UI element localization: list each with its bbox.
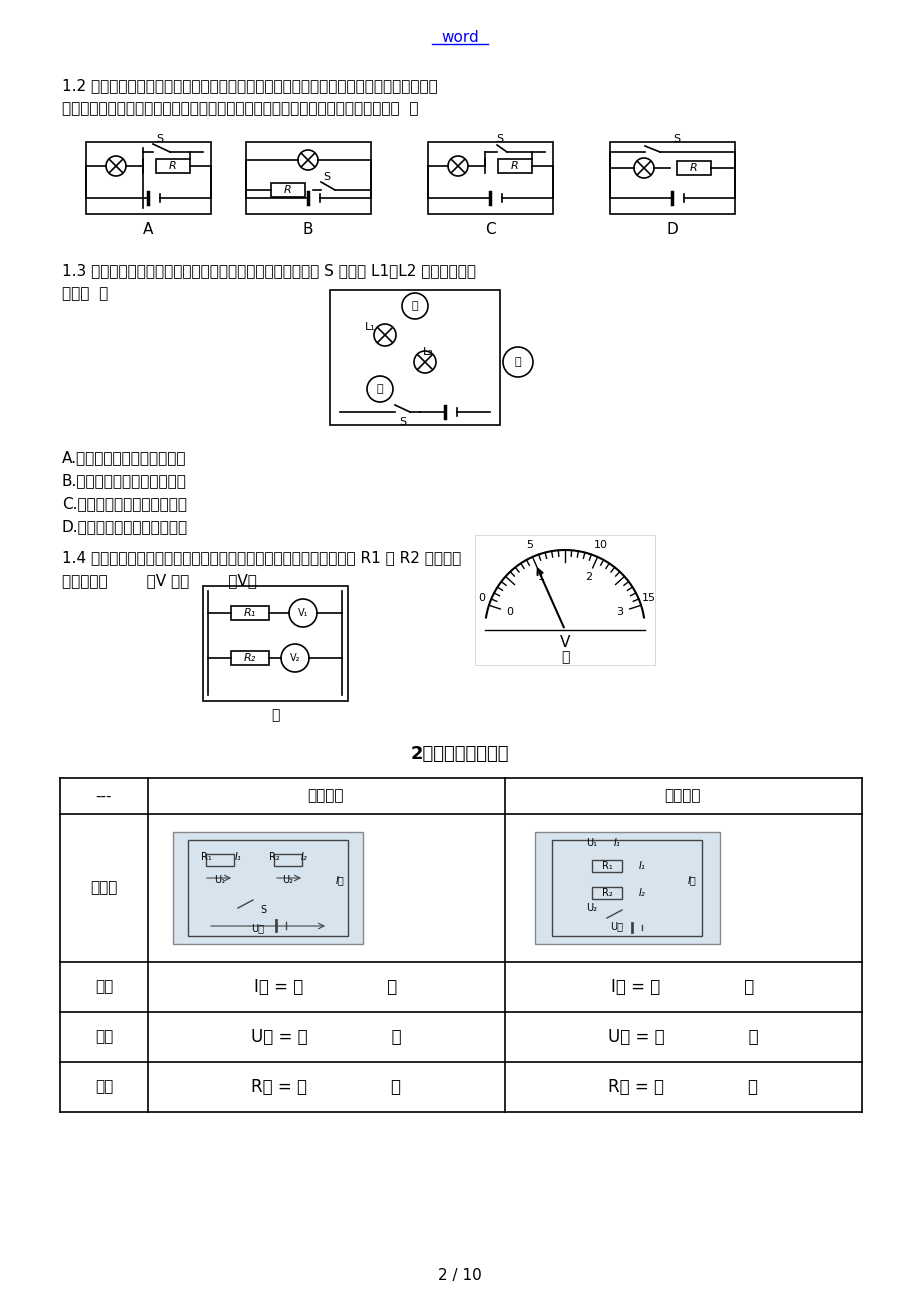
Text: 0: 0 — [477, 592, 484, 603]
Text: I总: I总 — [686, 875, 696, 885]
Bar — [173, 832, 363, 944]
Text: D.乙是电压表，甲丙是电流表: D.乙是电压表，甲丙是电流表 — [62, 519, 187, 534]
Text: R₁: R₁ — [244, 608, 255, 618]
Text: S: S — [673, 134, 680, 145]
Text: R: R — [284, 185, 291, 195]
Text: word: word — [440, 30, 479, 46]
Bar — [187, 840, 347, 936]
Bar — [231, 605, 268, 620]
Text: 2: 2 — [584, 572, 592, 582]
Text: 串联电路: 串联电路 — [308, 789, 344, 803]
Text: S: S — [496, 134, 503, 145]
Text: 0: 0 — [505, 607, 513, 617]
Bar — [591, 861, 621, 872]
Text: 10: 10 — [593, 539, 607, 549]
Text: R₂: R₂ — [601, 888, 612, 898]
Text: 示灯不亮；未系好安全带时，相当于断开开关，指示灯发光。符合要求的电路图是（  ）: 示灯不亮；未系好安全带时，相当于断开开关，指示灯发光。符合要求的电路图是（ ） — [62, 102, 418, 116]
Text: A.甲是电流表，乙丙是电压表: A.甲是电流表，乙丙是电压表 — [62, 450, 187, 465]
Text: R₂: R₂ — [244, 654, 255, 663]
Bar — [676, 161, 710, 174]
Text: V₂: V₂ — [289, 654, 300, 663]
Text: B: B — [302, 223, 312, 237]
Text: R₁: R₁ — [200, 852, 211, 862]
Text: 5: 5 — [525, 539, 532, 549]
Text: 甲: 甲 — [270, 708, 278, 723]
Text: R₂: R₂ — [268, 852, 279, 862]
Text: D: D — [665, 223, 677, 237]
Text: R: R — [689, 163, 698, 173]
Bar — [427, 142, 552, 214]
Text: I₂: I₂ — [638, 888, 644, 898]
Text: S: S — [399, 417, 406, 427]
Bar — [591, 887, 621, 898]
Text: S: S — [156, 134, 164, 145]
Bar — [156, 159, 190, 173]
Text: U总: U总 — [251, 923, 265, 934]
Text: C.乙是电流表，甲丙是电压表: C.乙是电流表，甲丙是电压表 — [62, 496, 187, 510]
Text: 15: 15 — [641, 592, 655, 603]
Text: 2、串联和并联电路: 2、串联和并联电路 — [410, 745, 509, 763]
Text: 乙: 乙 — [376, 384, 383, 395]
Text: I总: I总 — [335, 875, 344, 885]
Text: R总 = （                ）: R总 = （ ） — [251, 1078, 401, 1096]
Text: U₂: U₂ — [586, 904, 596, 913]
Bar — [245, 142, 370, 214]
Text: I₁: I₁ — [613, 838, 619, 848]
Text: V: V — [559, 635, 570, 650]
Bar — [551, 840, 701, 936]
Text: 3: 3 — [616, 607, 623, 617]
Text: I₂: I₂ — [301, 852, 307, 862]
Text: I总 = （                ）: I总 = （ ） — [611, 978, 754, 996]
Bar — [274, 854, 301, 866]
Text: 1.3 如图，甲乙丙是连接在电路中的三只电学仪表。闭合开关 S 后，灯 L1、L2 均正常发光。: 1.3 如图，甲乙丙是连接在电路中的三只电学仪表。闭合开关 S 后，灯 L1、L… — [62, 263, 475, 279]
Bar — [330, 290, 499, 424]
Text: 乙: 乙 — [561, 650, 569, 664]
Text: 1.2 为了安全，汽车行驶时驾驶员必须系好安全带。当系好安全带时，相当于闭合开关，指: 1.2 为了安全，汽车行驶时驾驶员必须系好安全带。当系好安全带时，相当于闭合开关… — [62, 78, 437, 92]
Text: I₁: I₁ — [234, 852, 241, 862]
Text: R总 = （                ）: R总 = （ ） — [607, 1078, 757, 1096]
Text: 压分别为（        ）V 和（        ）V。: 压分别为（ ）V 和（ ）V。 — [62, 573, 256, 589]
Text: 2 / 10: 2 / 10 — [437, 1268, 482, 1282]
Text: U₁: U₁ — [214, 875, 225, 885]
Bar — [535, 832, 720, 944]
Text: L₂: L₂ — [422, 348, 433, 357]
Text: L₁: L₁ — [364, 322, 375, 332]
Text: S: S — [260, 905, 266, 915]
Text: I总 = （                ）: I总 = （ ） — [254, 978, 397, 996]
Text: U总: U总 — [610, 921, 623, 931]
Text: B.甲是电压表，乙丙是电流表: B.甲是电压表，乙丙是电流表 — [62, 473, 187, 488]
Bar — [203, 586, 347, 700]
Text: ---: --- — [96, 789, 112, 803]
Text: 丙: 丙 — [514, 357, 521, 367]
Text: U₂: U₂ — [282, 875, 293, 885]
Bar — [497, 159, 531, 173]
Text: 如此（  ）: 如此（ ） — [62, 286, 108, 301]
Text: 并联电路: 并联电路 — [664, 789, 700, 803]
Text: U₁: U₁ — [586, 838, 596, 848]
Text: 1.4 如图，当闭合开关后，两个电压表的指针均如图乙所示，如此电阵 R1 和 R2 两端的电: 1.4 如图，当闭合开关后，两个电压表的指针均如图乙所示，如此电阵 R1 和 R… — [62, 549, 460, 565]
Bar — [609, 142, 734, 214]
Text: 电流: 电流 — [95, 979, 113, 995]
Bar — [474, 535, 654, 665]
Text: R: R — [169, 161, 176, 171]
Text: A: A — [142, 223, 153, 237]
Text: C: C — [484, 223, 494, 237]
Text: 电压: 电压 — [95, 1030, 113, 1044]
Bar — [206, 854, 233, 866]
Text: 甲: 甲 — [411, 301, 418, 311]
Bar — [85, 142, 210, 214]
Text: 电路图: 电路图 — [90, 880, 118, 896]
Bar — [271, 184, 305, 197]
Text: 电阵: 电阵 — [95, 1079, 113, 1095]
Text: 1: 1 — [538, 572, 544, 582]
Text: R₁: R₁ — [601, 861, 612, 871]
Text: V₁: V₁ — [298, 608, 308, 618]
Text: I₁: I₁ — [638, 861, 644, 871]
Text: S: S — [323, 172, 330, 182]
Text: U总 = （                ）: U总 = （ ） — [250, 1029, 401, 1046]
Text: R: R — [511, 161, 518, 171]
Bar — [231, 651, 268, 665]
Text: U总 = （                ）: U总 = （ ） — [607, 1029, 757, 1046]
